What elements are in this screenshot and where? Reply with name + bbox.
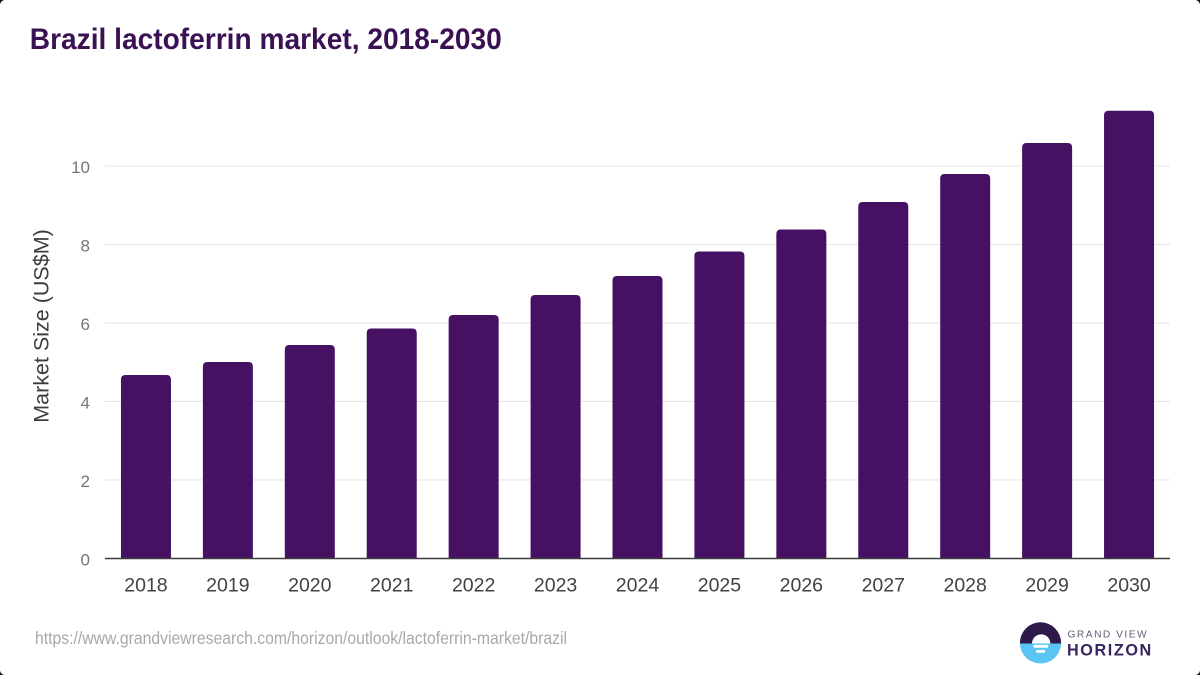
svg-text:4: 4 xyxy=(81,393,90,412)
svg-text:Market Size (US$M): Market Size (US$M) xyxy=(30,229,54,423)
svg-text:2027: 2027 xyxy=(862,575,905,597)
svg-text:2: 2 xyxy=(81,472,90,491)
svg-text:2022: 2022 xyxy=(452,575,495,597)
svg-text:10: 10 xyxy=(71,158,90,177)
svg-text:2019: 2019 xyxy=(206,575,249,597)
svg-text:8: 8 xyxy=(81,237,90,256)
svg-text:2023: 2023 xyxy=(534,575,577,597)
svg-text:2018: 2018 xyxy=(124,575,167,597)
svg-text:2020: 2020 xyxy=(288,575,332,597)
svg-text:https://www.grandviewresearch.: https://www.grandviewresearch.com/horizo… xyxy=(35,628,567,648)
svg-text:GRAND VIEW: GRAND VIEW xyxy=(1068,630,1149,641)
svg-text:2021: 2021 xyxy=(370,575,413,597)
svg-text:2025: 2025 xyxy=(698,575,742,597)
svg-text:6: 6 xyxy=(81,315,90,334)
svg-text:Brazil lactoferrin market, 201: Brazil lactoferrin market, 2018-2030 xyxy=(30,23,502,56)
svg-text:2029: 2029 xyxy=(1025,575,1068,597)
svg-text:2024: 2024 xyxy=(616,575,660,597)
svg-text:2028: 2028 xyxy=(943,575,986,597)
svg-text:2030: 2030 xyxy=(1107,575,1151,597)
svg-text:HORIZON: HORIZON xyxy=(1067,642,1153,660)
svg-text:2026: 2026 xyxy=(780,575,823,597)
svg-text:0: 0 xyxy=(81,550,90,569)
